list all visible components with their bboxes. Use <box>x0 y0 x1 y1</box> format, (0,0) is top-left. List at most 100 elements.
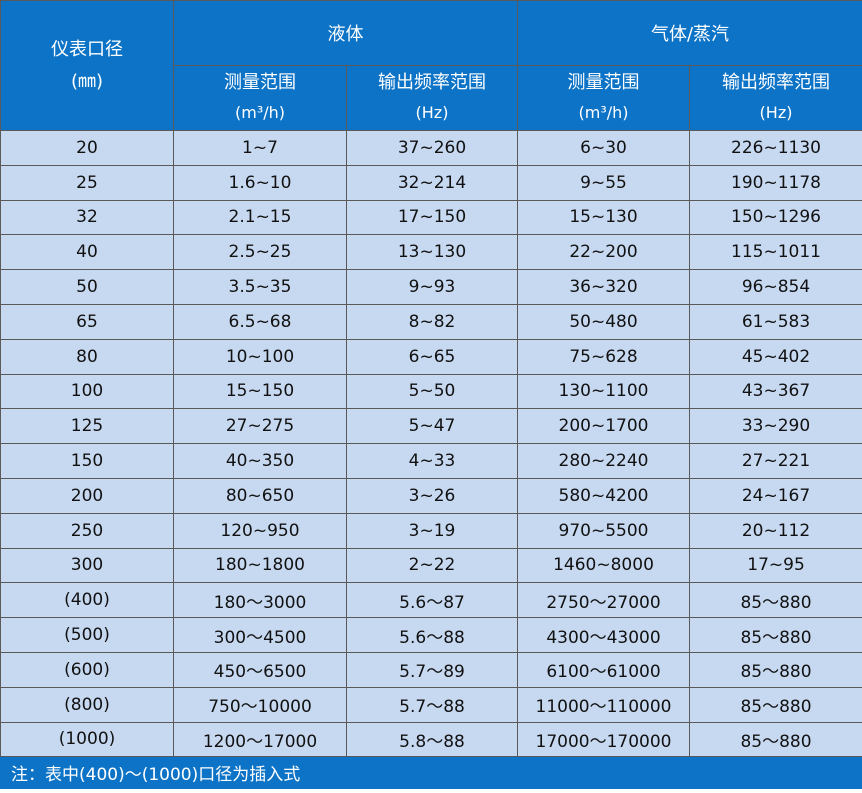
gas-measure-cell: 2750～27000 <box>517 582 690 619</box>
table-note: 注：表中(400)～(1000)口径为插入式 <box>0 756 862 790</box>
liquid-measure-cell: 6.5~68 <box>173 303 347 340</box>
table-row: (500) 300～4500 5.6～88 4300～43000 85～880 <box>0 617 862 653</box>
freq-label: 输出频率范围 <box>722 72 830 93</box>
diameter-cell: 80 <box>0 338 174 375</box>
table-row: 40 2.5~25 13~130 22~200 115~1011 <box>0 234 862 271</box>
liquid-freq-cell: 3~26 <box>346 477 518 514</box>
gas-freq-cell: 85～880 <box>688 686 862 723</box>
liquid-freq-cell: 13~130 <box>346 234 518 271</box>
gas-measure-cell: 130~1100 <box>517 373 690 410</box>
gas-measure-cell: 580~4200 <box>517 477 690 514</box>
table-row: 50 3.5~35 9~93 36~320 96~854 <box>0 269 862 305</box>
liquid-measure-cell: 40~350 <box>173 443 347 479</box>
liquid-measure-cell: 1.6~10 <box>173 164 347 201</box>
table-row: 25 1.6~10 32~214 9~55 190~1178 <box>0 164 862 201</box>
liquid-freq-cell: 17~150 <box>346 199 518 236</box>
table-row: 125 27~275 5~47 200~1700 33~290 <box>0 408 862 445</box>
measure-unit: (m³/h) <box>578 103 629 122</box>
liquid-freq-cell: 4~33 <box>346 443 518 479</box>
table-row: 20 1~7 37~260 6~30 226~1130 <box>0 130 862 166</box>
gas-measure-cell: 9~55 <box>517 164 690 201</box>
liquid-measure-header: 测量范围 (m³/h) <box>173 65 347 131</box>
liquid-freq-cell: 5.8～88 <box>346 721 518 758</box>
gas-freq-cell: 96~854 <box>688 269 862 305</box>
table-row: (400) 180～3000 5.6～87 2750～27000 85～880 <box>0 582 862 619</box>
liquid-measure-cell: 10~100 <box>173 338 347 375</box>
liquid-freq-cell: 5~50 <box>346 373 518 410</box>
gas-freq-cell: 20~112 <box>688 512 862 549</box>
liquid-freq-cell: 5.6～87 <box>346 582 518 619</box>
diameter-cell: 300 <box>0 547 174 584</box>
diameter-cell: 65 <box>0 303 174 340</box>
gas-freq-cell: 27~221 <box>688 443 862 479</box>
gas-measure-cell: 280~2240 <box>517 443 690 479</box>
freq-unit: (Hz) <box>415 103 449 122</box>
liquid-measure-cell: 120~950 <box>173 512 347 549</box>
liquid-measure-cell: 450～6500 <box>173 651 347 688</box>
liquid-freq-cell: 5.7～89 <box>346 651 518 688</box>
gas-measure-cell: 22~200 <box>517 234 690 271</box>
diameter-cell: 20 <box>0 130 174 166</box>
liquid-measure-cell: 180~1800 <box>173 547 347 584</box>
gas-measure-cell: 6100～61000 <box>517 651 690 688</box>
diameter-cell: (600) <box>0 651 174 688</box>
gas-measure-cell: 50~480 <box>517 303 690 340</box>
gas-measure-cell: 1460~8000 <box>517 547 690 584</box>
liquid-freq-cell: 8~82 <box>346 303 518 340</box>
liquid-measure-cell: 750～10000 <box>173 686 347 723</box>
gas-measure-cell: 75~628 <box>517 338 690 375</box>
diameter-cell: (400) <box>0 582 174 619</box>
liquid-measure-cell: 1200～17000 <box>173 721 347 758</box>
table-row: 65 6.5~68 8~82 50~480 61~583 <box>0 303 862 340</box>
gas-freq-cell: 24~167 <box>688 477 862 514</box>
diameter-cell: 200 <box>0 477 174 514</box>
liquid-measure-cell: 80~650 <box>173 477 347 514</box>
gas-freq-cell: 190~1178 <box>688 164 862 201</box>
diameter-cell: 40 <box>0 234 174 271</box>
diameter-cell: (800) <box>0 686 174 723</box>
liquid-freq-cell: 5~47 <box>346 408 518 445</box>
diameter-cell: 150 <box>0 443 174 479</box>
liquid-measure-cell: 300～4500 <box>173 617 347 653</box>
gas-measure-cell: 200~1700 <box>517 408 690 445</box>
gas-measure-cell: 970~5500 <box>517 512 690 549</box>
gas-freq-cell: 150~1296 <box>688 199 862 236</box>
diameter-cell: 100 <box>0 373 174 410</box>
measure-label: 测量范围 <box>567 72 640 93</box>
freq-unit: (Hz) <box>759 103 793 122</box>
table-row: 80 10~100 6~65 75~628 45~402 <box>0 338 862 375</box>
gas-freq-cell: 115~1011 <box>688 234 862 271</box>
diameter-cell: (1000) <box>0 721 174 758</box>
gas-measure-cell: 15~130 <box>517 199 690 236</box>
liquid-freq-cell: 2~22 <box>346 547 518 584</box>
gas-freq-cell: 85～880 <box>688 721 862 758</box>
gas-measure-cell: 11000～110000 <box>517 686 690 723</box>
liquid-measure-cell: 1~7 <box>173 130 347 166</box>
diameter-unit: (㎜) <box>70 70 104 92</box>
diameter-cell: 250 <box>0 512 174 549</box>
table-body: 20 1~7 37~260 6~30 226~1130 25 1.6~10 32~214 9~5… <box>0 130 862 758</box>
liquid-header: 液体 <box>173 0 518 66</box>
liquid-measure-cell: 180～3000 <box>173 582 347 619</box>
gas-freq-cell: 43~367 <box>688 373 862 410</box>
liquid-freq-cell: 32~214 <box>346 164 518 201</box>
diameter-label: 仪表口径 <box>51 38 123 60</box>
liquid-freq-cell: 9~93 <box>346 269 518 305</box>
liquid-freq-cell: 5.6～88 <box>346 617 518 653</box>
gas-freq-cell: 85～880 <box>688 651 862 688</box>
liquid-measure-cell: 15~150 <box>173 373 347 410</box>
liquid-freq-cell: 3~19 <box>346 512 518 549</box>
table-row: 32 2.1~15 17~150 15~130 150~1296 <box>0 199 862 236</box>
gas-freq-cell: 61~583 <box>688 303 862 340</box>
table-row: 300 180~1800 2~22 1460~8000 17~95 <box>0 547 862 584</box>
liquid-measure-cell: 2.1~15 <box>173 199 347 236</box>
table-row: 250 120~950 3~19 970~5500 20~112 <box>0 512 862 549</box>
table-row: 200 80~650 3~26 580~4200 24~167 <box>0 477 862 514</box>
diameter-cell: 50 <box>0 269 174 305</box>
liquid-freq-header: 输出频率范围 (Hz) <box>346 65 518 131</box>
diameter-cell: 125 <box>0 408 174 445</box>
liquid-measure-cell: 2.5~25 <box>173 234 347 271</box>
liquid-freq-cell: 37~260 <box>346 130 518 166</box>
gas-freq-header: 输出频率范围 (Hz) <box>688 65 862 131</box>
diameter-cell: (500) <box>0 617 174 653</box>
